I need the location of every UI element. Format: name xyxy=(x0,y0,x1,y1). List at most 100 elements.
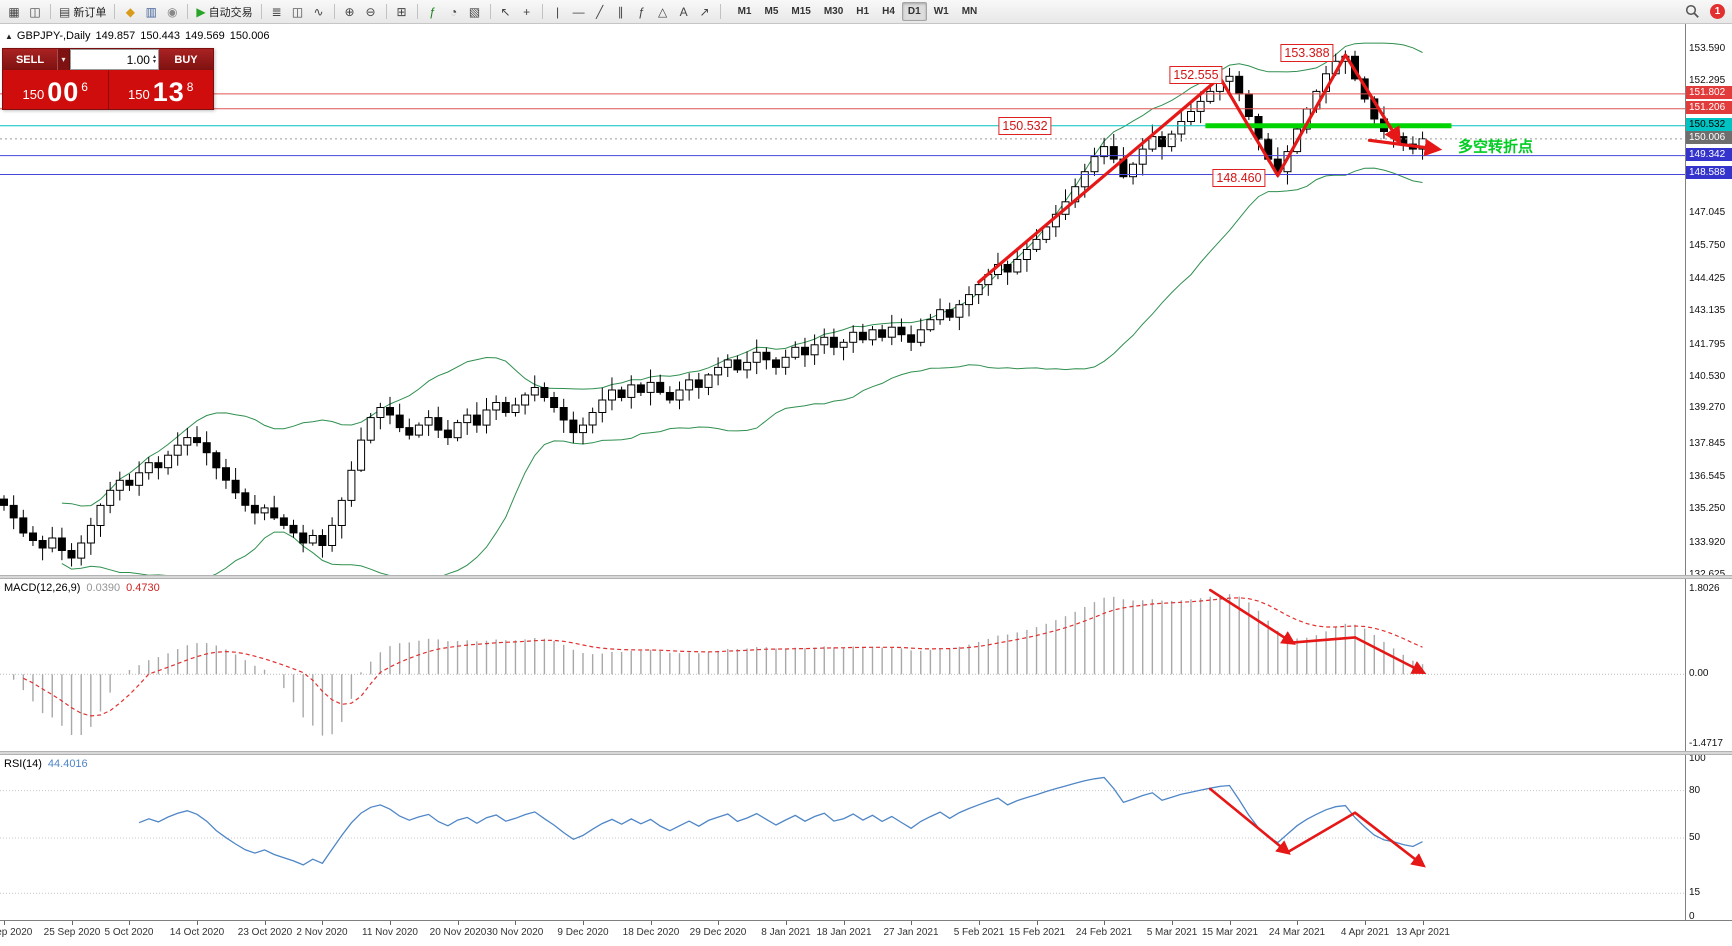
chart-profiles-icon: ◫ xyxy=(29,4,41,19)
zoom-out-icon: ⊖ xyxy=(365,4,376,19)
chart-profiles-button[interactable]: ◫ xyxy=(25,2,45,22)
sell-price-display[interactable]: 150 00 6 xyxy=(3,70,108,109)
price-axis[interactable]: 153.590 152.295 151.802 151.206 150.532 150.0… xyxy=(1685,24,1732,922)
shapes-tool-button[interactable]: △ xyxy=(653,2,673,22)
line-chart-mode-button[interactable]: ∿ xyxy=(309,2,329,22)
time-axis-tick xyxy=(197,921,198,925)
time-axis-tick xyxy=(911,921,912,925)
arrow-tool-button[interactable]: ↗ xyxy=(695,2,715,22)
bid-big-digits: 00 xyxy=(47,77,80,107)
low-value: 149.569 xyxy=(185,30,225,42)
periods-icon: ◔ xyxy=(449,4,458,19)
date-label: 15 Mar 2021 xyxy=(1201,927,1259,938)
timeframe-w1[interactable]: W1 xyxy=(933,6,949,17)
navigator-button[interactable]: ◉ xyxy=(162,2,182,22)
channel-tool-button[interactable]: ∥ xyxy=(611,2,631,22)
date-label: 4 Apr 2021 xyxy=(1340,927,1390,938)
timeframe-m30[interactable]: M30 xyxy=(823,6,844,17)
date-label: 14 Oct 2020 xyxy=(169,927,225,938)
price-axis-label-135.250: 135.250 xyxy=(1689,503,1726,514)
timeframe-m5[interactable]: M5 xyxy=(764,6,779,17)
vertical-line-tool-button[interactable]: | xyxy=(548,2,568,22)
timeframe-m15[interactable]: M15 xyxy=(791,6,811,17)
buy-button[interactable]: BUY xyxy=(159,49,213,70)
zoom-out-button[interactable]: ⊖ xyxy=(361,2,381,22)
lot-down-button[interactable]: ▾ xyxy=(152,58,156,65)
time-axis-tick xyxy=(129,921,130,925)
toolbar-separator xyxy=(385,4,387,19)
price-axis-label-137.845: 137.845 xyxy=(1689,438,1726,449)
trend-arrow[interactable] xyxy=(1209,787,1291,855)
toolbar-separator xyxy=(333,4,335,19)
indicators-button[interactable]: ƒ xyxy=(423,2,443,22)
price-chart-pane[interactable] xyxy=(0,24,1685,575)
one-click-collapse-icon[interactable]: ▲ xyxy=(5,32,13,41)
lot-up-button[interactable]: ▴ xyxy=(152,53,156,60)
timeframe-h1[interactable]: H1 xyxy=(856,6,870,17)
date-label: 25 Sep 2020 xyxy=(43,927,101,938)
ask-prefix: 150 xyxy=(128,87,150,102)
date-label: 20 Nov 2020 xyxy=(429,927,487,938)
macd-signal-value: 0.4730 xyxy=(126,582,160,594)
templates-button[interactable]: ▧ xyxy=(465,2,485,22)
toolbar-separator xyxy=(416,4,418,19)
close-value: 150.006 xyxy=(229,30,270,42)
timeframe-h4[interactable]: H4 xyxy=(882,6,895,17)
rsi-axis-label-80: 80 xyxy=(1689,785,1701,796)
market-watch-button[interactable]: ◆ xyxy=(120,2,140,22)
data-window-button[interactable]: ▥ xyxy=(141,2,161,22)
notification-badge[interactable]: 1 xyxy=(1710,4,1725,19)
trend-arrow[interactable] xyxy=(1291,636,1427,674)
cursor-tool-button[interactable]: ↖ xyxy=(496,2,516,22)
timeframe-m1[interactable]: M1 xyxy=(737,6,752,17)
price-axis-label-149.342: 149.342 xyxy=(1686,148,1732,161)
sell-button[interactable]: SELL xyxy=(3,49,57,70)
horizontal-line-tool-button[interactable]: — xyxy=(569,2,589,22)
bar-chart-mode-button[interactable]: ≣ xyxy=(267,2,287,22)
rsi-axis-label-0: 0 xyxy=(1689,911,1695,922)
sell-options-dropdown[interactable]: ▾ xyxy=(57,49,70,70)
text-tool-button[interactable]: A xyxy=(674,2,694,22)
time-axis-tick xyxy=(72,921,73,925)
lot-size-input[interactable]: 1.00 ▴ ▾ xyxy=(70,49,159,70)
tile-windows-button[interactable]: ⊞ xyxy=(392,2,412,22)
price-axis-label-151.206: 151.206 xyxy=(1686,101,1732,114)
trend-arrow[interactable] xyxy=(1367,138,1443,157)
buy-price-display[interactable]: 150 13 8 xyxy=(107,70,214,109)
date-label: 5 Feb 2021 xyxy=(953,927,1005,938)
price-axis-label-144.425: 144.425 xyxy=(1689,273,1726,284)
symbol-period-label: GBPJPY-,Daily xyxy=(16,30,91,42)
price-axis-label-150.006: 150.006 xyxy=(1686,131,1732,144)
candlestick-mode-button[interactable]: ◫ xyxy=(288,2,308,22)
fibonacci-tool-button[interactable]: ƒ xyxy=(632,2,652,22)
timeframe-mn[interactable]: MN xyxy=(961,6,978,17)
trend-arrow[interactable] xyxy=(977,53,1402,284)
crosshair-tool-button[interactable]: + xyxy=(517,2,537,22)
zoom-in-button[interactable]: ⊕ xyxy=(340,2,360,22)
arrow-tool-icon: ↗ xyxy=(699,4,710,19)
date-label: 15 Feb 2021 xyxy=(1008,927,1066,938)
zoom-in-icon: ⊕ xyxy=(344,4,355,19)
time-axis-tick xyxy=(979,921,980,925)
time-axis-tick xyxy=(4,921,5,925)
timeframe-d1[interactable]: D1 xyxy=(901,2,927,21)
search-button[interactable] xyxy=(1682,2,1703,22)
date-label: 23 Oct 2020 xyxy=(237,927,293,938)
pane-separator[interactable] xyxy=(0,751,1732,755)
new-order-button[interactable]: ▤ 新订单 xyxy=(56,2,109,22)
rsi-pane[interactable] xyxy=(0,755,1685,920)
macd-pane[interactable] xyxy=(0,579,1685,751)
tile-windows-icon: ⊞ xyxy=(396,4,407,19)
trend-arrow[interactable] xyxy=(1286,811,1426,868)
bollinger-bands xyxy=(61,42,1423,575)
trendline-tool-button[interactable]: ╱ xyxy=(590,2,610,22)
trend-arrow[interactable] xyxy=(1209,588,1296,645)
pane-separator[interactable] xyxy=(0,575,1732,579)
chart-area: 153.590 152.295 151.802 151.206 150.532 150.0… xyxy=(0,24,1732,946)
new-chart-button[interactable]: ▦ xyxy=(4,2,24,22)
periods-button[interactable]: ◔ xyxy=(444,2,464,22)
cursor-tool-icon: ↖ xyxy=(500,4,511,19)
autotrading-button[interactable]: ▶ 自动交易 xyxy=(193,2,255,22)
